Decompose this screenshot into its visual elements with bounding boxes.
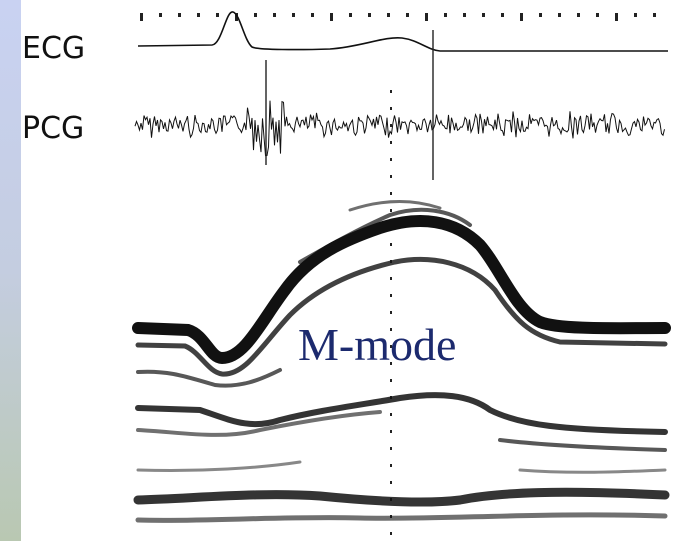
timing-dot [520,13,523,21]
timing-dot [558,13,561,17]
timing-dot [539,13,542,17]
timing-dot [634,13,637,17]
timing-dot [596,13,599,17]
timing-dot [444,13,447,17]
timing-dot [406,13,409,17]
timing-dot [140,13,143,21]
m-mode-image [132,200,671,523]
timing-dot [254,13,257,17]
timing-dot [311,13,314,17]
timing-dot [197,13,200,17]
timing-dot [387,13,390,17]
timing-dot [577,13,580,17]
timing-dot [330,13,333,21]
timing-dot [292,13,295,17]
timing-dot [425,13,428,21]
timing-dot [235,13,238,21]
timing-dot [273,13,276,17]
side-strip [0,0,21,541]
ecg-label: ECG [22,31,85,66]
timing-dot [178,13,181,17]
timing-dot [368,13,371,17]
timing-dot [482,13,485,17]
pcg-trace [134,100,665,157]
timing-dot [653,13,656,17]
ecg-trace [137,11,668,52]
timing-dot [349,13,352,17]
timing-dot [216,13,219,17]
timing-dots [140,13,656,21]
timing-dot [463,13,466,17]
pcg-label: PCG [22,111,84,146]
timing-dot [159,13,162,17]
m-mode-label: M-mode [298,319,456,370]
timing-dot [615,13,618,21]
timing-dot [501,13,504,17]
